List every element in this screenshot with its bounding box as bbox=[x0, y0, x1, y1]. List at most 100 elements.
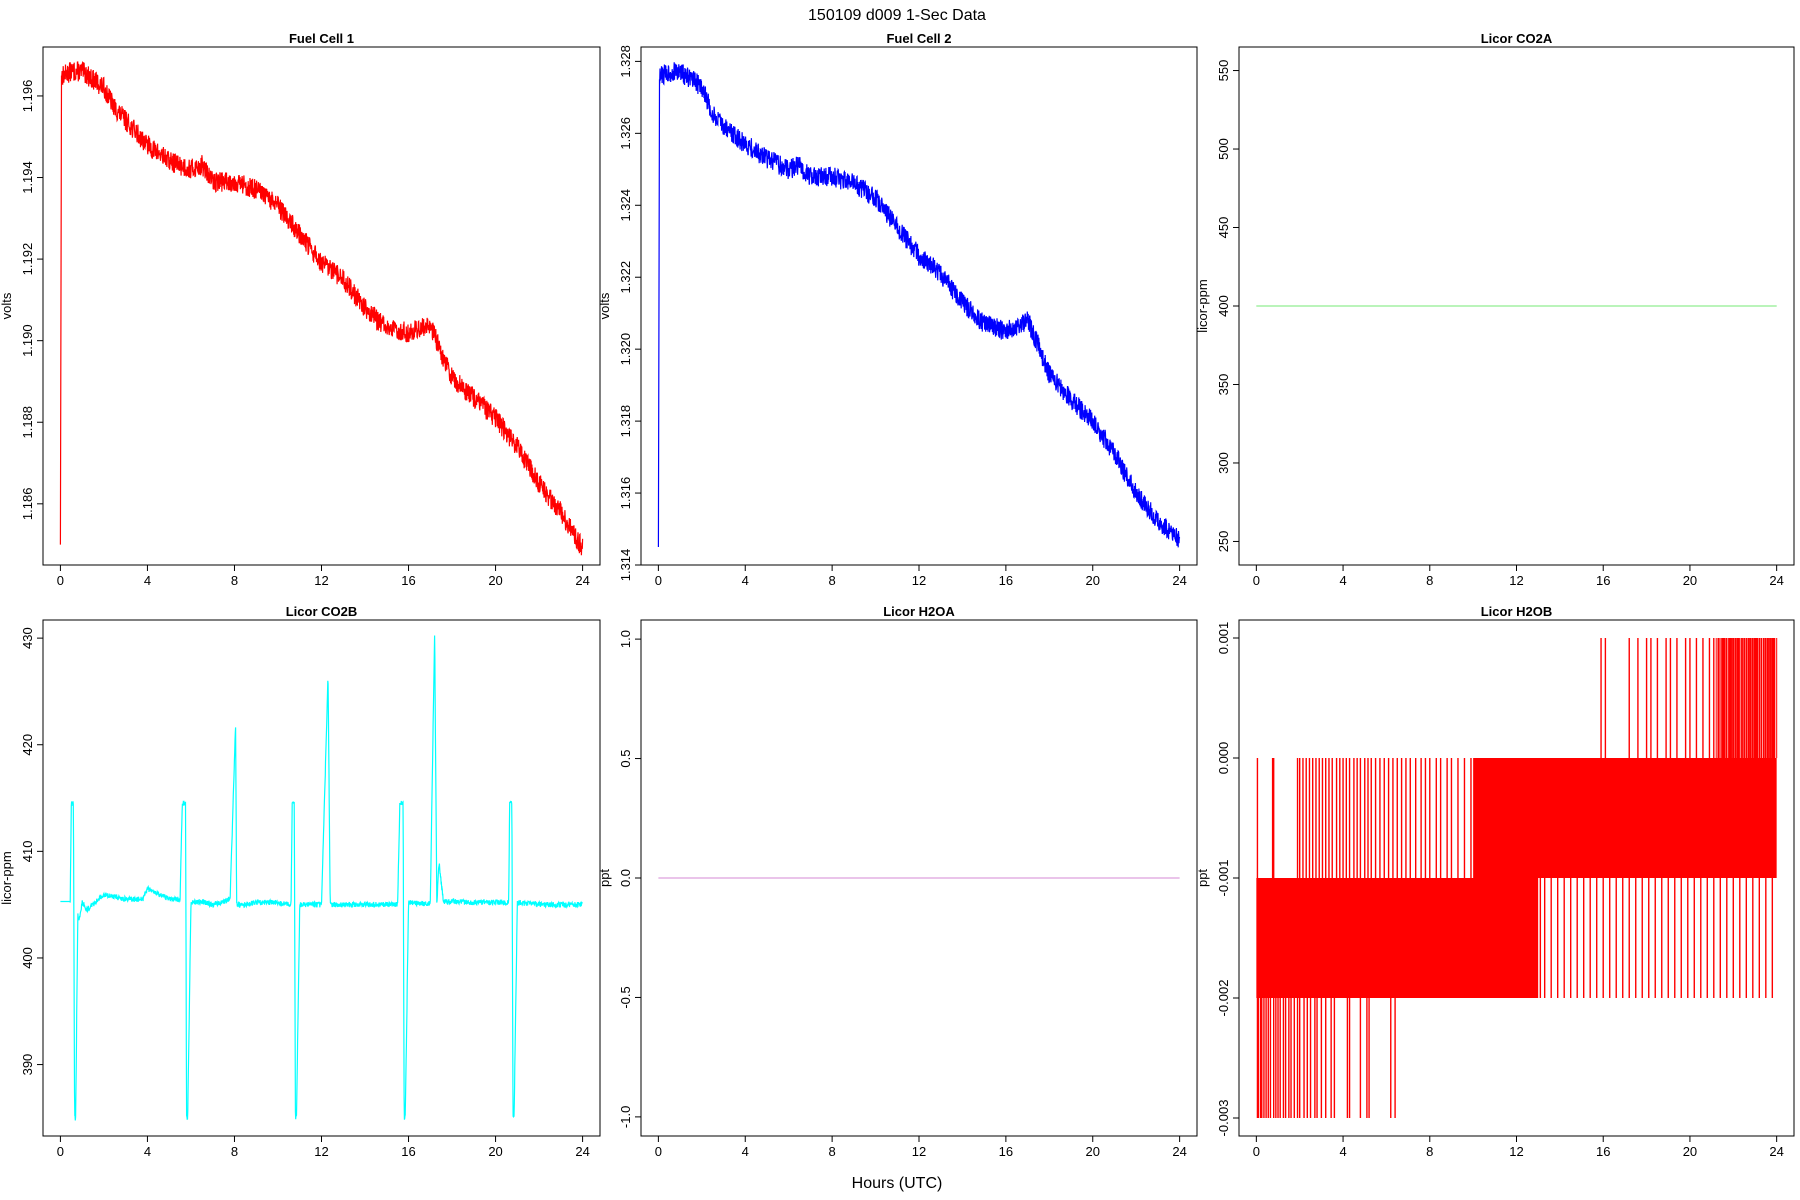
series-line-fuel-cell-1 bbox=[59, 60, 584, 556]
ytick-label-licor-co2a-4: 450 bbox=[1216, 217, 1231, 239]
ytick-label-licor-co2a-3: 400 bbox=[1216, 295, 1231, 317]
ytick-label-fuel-cell-2-0: 1.314 bbox=[618, 549, 633, 582]
panel-title-fuel-cell-1: Fuel Cell 1 bbox=[289, 31, 354, 46]
frame-licor-co2b bbox=[42, 619, 601, 1137]
frame-fuel-cell-2 bbox=[640, 46, 1198, 566]
ylabel-licor-co2b: licor-ppm bbox=[0, 851, 14, 904]
series-line-fuel-cell-2 bbox=[657, 62, 1181, 548]
xtick-label-fuel-cell-1-2: 8 bbox=[231, 573, 238, 588]
panel-title-fuel-cell-2: Fuel Cell 2 bbox=[886, 31, 951, 46]
ytick-label-licor-co2a-2: 350 bbox=[1216, 374, 1231, 396]
xtick-label-licor-co2a-2: 8 bbox=[1426, 573, 1433, 588]
xtick-label-fuel-cell-2-1: 4 bbox=[742, 573, 749, 588]
xtick-label-licor-h2ob-5: 20 bbox=[1683, 1144, 1697, 1159]
ylabel-fuel-cell-2: volts bbox=[597, 292, 612, 319]
xtick-label-licor-co2b-2: 8 bbox=[231, 1144, 238, 1159]
xtick-label-licor-co2a-0: 0 bbox=[1253, 573, 1260, 588]
xtick-label-licor-co2b-5: 20 bbox=[488, 1144, 502, 1159]
ytick-label-licor-co2a-1: 300 bbox=[1216, 452, 1231, 474]
panel-title-licor-h2oa: Licor H2OA bbox=[883, 604, 955, 619]
xtick-label-licor-h2oa-0: 0 bbox=[655, 1144, 662, 1159]
panel-licor-co2b: Licor CO2B licor-ppm 0 4 8 12 16 20 24 390 400 410 4… bbox=[0, 604, 601, 1159]
ytick-label-fuel-cell-2-5: 1.324 bbox=[618, 189, 633, 222]
xtick-label-fuel-cell-2-4: 16 bbox=[999, 573, 1013, 588]
panel-licor-h2oa: Licor H2OA ppt 0 4 8 12 16 20 24 -1.0 -0.5 0.0 0.5 1.… bbox=[597, 604, 1198, 1159]
xtick-label-licor-co2a-1: 4 bbox=[1339, 573, 1346, 588]
figure-title: 150109 d009 1-Sec Data bbox=[808, 7, 986, 24]
ytick-label-fuel-cell-1-3: 1.192 bbox=[20, 243, 35, 276]
panel-licor-h2ob: Licor H2OB ppt 0 4 8 12 16 20 24 -0.003 -0.002 -0.0… bbox=[1195, 604, 1795, 1159]
xtick-label-fuel-cell-1-5: 20 bbox=[488, 573, 502, 588]
xtick-label-licor-co2a-6: 24 bbox=[1769, 573, 1783, 588]
ylabel-licor-co2a: licor-ppm bbox=[1195, 279, 1210, 332]
ytick-label-fuel-cell-1-2: 1.190 bbox=[20, 324, 35, 357]
xtick-label-fuel-cell-1-1: 4 bbox=[144, 573, 151, 588]
xtick-label-licor-h2ob-2: 8 bbox=[1426, 1144, 1433, 1159]
ytick-label-licor-h2oa-4: 1.0 bbox=[618, 630, 633, 648]
ytick-label-fuel-cell-2-1: 1.316 bbox=[618, 477, 633, 510]
panel-licor-co2a: Licor CO2A licor-ppm 0 4 8 12 16 20 24 250 300 350 4… bbox=[1195, 31, 1795, 588]
xtick-label-fuel-cell-1-0: 0 bbox=[57, 573, 64, 588]
ytick-label-licor-co2b-0: 390 bbox=[20, 1054, 35, 1076]
panel-fuel-cell-2: Fuel Cell 2 volts 0 4 8 12 16 20 24 1.314 1.316 1.3… bbox=[597, 31, 1198, 588]
ytick-label-fuel-cell-2-4: 1.322 bbox=[618, 261, 633, 294]
ytick-label-licor-h2oa-1: -0.5 bbox=[618, 986, 633, 1008]
ytick-label-licor-co2a-0: 250 bbox=[1216, 531, 1231, 553]
xtick-label-licor-co2b-4: 16 bbox=[401, 1144, 415, 1159]
ytick-label-licor-co2a-6: 550 bbox=[1216, 60, 1231, 82]
ytick-label-fuel-cell-1-5: 1.196 bbox=[20, 80, 35, 113]
ytick-label-licor-h2oa-0: -1.0 bbox=[618, 1106, 633, 1128]
ytick-label-licor-h2oa-2: 0.0 bbox=[618, 869, 633, 887]
ytick-label-fuel-cell-1-0: 1.186 bbox=[20, 488, 35, 521]
series-line-licor-co2b bbox=[60, 635, 583, 1121]
ylabel-fuel-cell-1: volts bbox=[0, 292, 14, 319]
series-band-low bbox=[1256, 878, 1539, 998]
ytick-label-fuel-cell-2-7: 1.328 bbox=[618, 45, 633, 78]
frame-licor-h2oa bbox=[640, 619, 1198, 1137]
ytick-label-fuel-cell-2-6: 1.326 bbox=[618, 117, 633, 150]
xtick-label-fuel-cell-1-4: 16 bbox=[401, 573, 415, 588]
xtick-label-fuel-cell-2-2: 8 bbox=[829, 573, 836, 588]
ytick-label-licor-co2b-1: 400 bbox=[20, 947, 35, 969]
xtick-label-fuel-cell-1-6: 24 bbox=[575, 573, 589, 588]
ylabel-licor-h2oa: ppt bbox=[597, 869, 612, 887]
xtick-label-licor-h2oa-6: 24 bbox=[1172, 1144, 1186, 1159]
xtick-label-licor-h2oa-1: 4 bbox=[742, 1144, 749, 1159]
ytick-label-licor-co2b-3: 420 bbox=[20, 734, 35, 756]
xtick-label-licor-co2a-3: 12 bbox=[1509, 573, 1523, 588]
xtick-label-licor-co2a-4: 16 bbox=[1596, 573, 1610, 588]
xtick-label-licor-h2oa-4: 16 bbox=[999, 1144, 1013, 1159]
ytick-label-licor-co2b-2: 410 bbox=[20, 840, 35, 862]
xtick-label-licor-co2a-5: 20 bbox=[1683, 573, 1697, 588]
plot-area-licor-h2ob bbox=[1256, 638, 1778, 1118]
figure-xlabel: Hours (UTC) bbox=[852, 1175, 943, 1192]
xtick-label-licor-h2ob-6: 24 bbox=[1769, 1144, 1783, 1159]
xtick-label-licor-co2b-6: 24 bbox=[575, 1144, 589, 1159]
xtick-label-licor-h2ob-0: 0 bbox=[1253, 1144, 1260, 1159]
xtick-label-fuel-cell-2-0: 0 bbox=[655, 573, 662, 588]
panel-title-licor-h2ob: Licor H2OB bbox=[1481, 604, 1553, 619]
ytick-label-licor-h2ob-1: -0.002 bbox=[1216, 980, 1231, 1017]
xtick-label-licor-h2oa-3: 12 bbox=[912, 1144, 926, 1159]
xtick-label-licor-h2ob-4: 16 bbox=[1596, 1144, 1610, 1159]
ytick-label-licor-h2ob-2: -0.001 bbox=[1216, 860, 1231, 897]
xtick-label-fuel-cell-1-3: 12 bbox=[314, 573, 328, 588]
ytick-label-licor-h2ob-3: 0.000 bbox=[1216, 742, 1231, 775]
xtick-label-licor-co2b-1: 4 bbox=[144, 1144, 151, 1159]
ytick-label-licor-h2ob-0: -0.003 bbox=[1216, 1100, 1231, 1137]
ytick-label-licor-co2b-4: 430 bbox=[20, 627, 35, 649]
xtick-label-licor-h2oa-2: 8 bbox=[829, 1144, 836, 1159]
xtick-label-fuel-cell-2-6: 24 bbox=[1172, 573, 1186, 588]
frame-fuel-cell-1 bbox=[42, 46, 601, 566]
ytick-label-licor-h2ob-4: 0.001 bbox=[1216, 622, 1231, 655]
plot-area-fuel-cell-2 bbox=[657, 62, 1181, 548]
xtick-label-licor-h2oa-5: 20 bbox=[1086, 1144, 1100, 1159]
series-band-high bbox=[1473, 758, 1777, 878]
plot-area-licor-co2b bbox=[60, 635, 583, 1121]
panel-title-licor-co2b: Licor CO2B bbox=[286, 604, 358, 619]
ytick-label-fuel-cell-2-2: 1.318 bbox=[618, 405, 633, 438]
ytick-label-fuel-cell-1-4: 1.194 bbox=[20, 161, 35, 194]
xtick-label-fuel-cell-2-5: 20 bbox=[1086, 573, 1100, 588]
ytick-label-licor-h2oa-3: 0.5 bbox=[618, 750, 633, 768]
